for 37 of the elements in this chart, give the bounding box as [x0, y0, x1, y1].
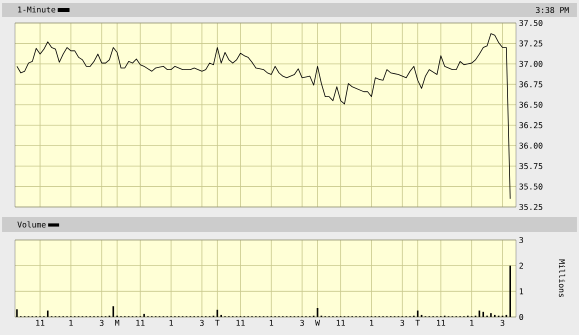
y-tick-label: 36.00	[519, 142, 542, 149]
text: 3:38 PM	[536, 6, 569, 14]
y-tick-label: 36.75	[519, 81, 542, 88]
x-tick-label: 3	[300, 320, 304, 326]
x-tick-label: 1	[470, 320, 474, 326]
y-tick-label: 37.50	[519, 20, 542, 26]
x-tick-label: 1	[370, 320, 374, 326]
x-tick-label: W	[315, 320, 320, 326]
x-tick-label: M	[115, 320, 120, 326]
x-tick-label: 11	[236, 320, 245, 326]
x-tick-label: 11	[136, 320, 145, 326]
x-tick-label: 11	[36, 320, 44, 326]
x-tick-label: T	[215, 320, 220, 326]
x-tick-label: T	[416, 320, 420, 326]
y-tick-label: 35.75	[519, 163, 542, 170]
x-tick-label: 1	[270, 320, 274, 326]
x-tick-label: 11	[336, 320, 345, 326]
y-tick-label: 37.25	[519, 40, 542, 46]
y-tick-label: 0	[519, 314, 524, 320]
x-tick-label: 1	[69, 320, 73, 326]
y-tick-label: 1	[520, 288, 524, 294]
x-tick-label: 3	[100, 320, 104, 326]
x-tick-label: 3	[200, 320, 204, 326]
y-axis-title: Millions	[558, 260, 566, 297]
y-tick-label: 37.00	[519, 60, 542, 67]
y-tick-label: 35.50	[519, 184, 542, 190]
legend-label: 1-Minute	[18, 6, 56, 13]
y-tick-label: 3	[519, 236, 524, 244]
x-tick-label: 3	[400, 320, 404, 326]
x-tick-label: 11	[436, 320, 446, 326]
y-tick-label: 36.50	[519, 102, 542, 108]
y-tick-label: 35.25	[519, 204, 542, 210]
legend-label: Volume	[17, 221, 46, 228]
x-tick-label: 1	[170, 320, 173, 326]
y-tick-label: 2	[519, 262, 523, 269]
x-tick-label: 3	[500, 320, 504, 326]
y-tick-label: 36.25	[519, 122, 542, 128]
